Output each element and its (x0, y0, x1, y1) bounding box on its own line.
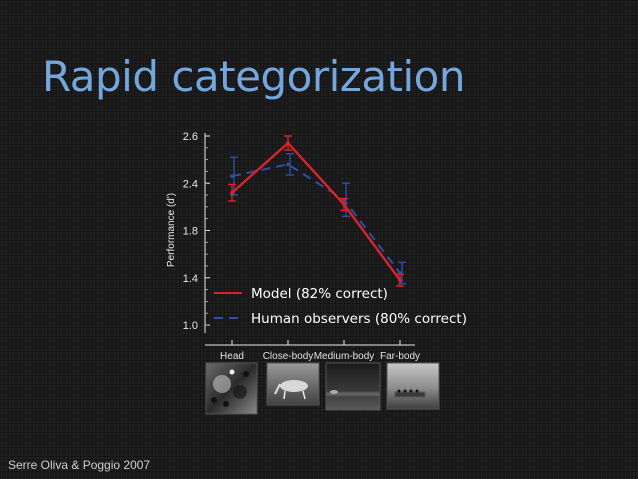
legend-model-label: Model (82% correct) (251, 286, 388, 302)
category-label-0: Head (220, 351, 244, 362)
citation: Serre Oliva & Poggio 2007 (8, 458, 151, 472)
data-point-1 (286, 141, 290, 145)
y-tick-label-0: 1.0 (183, 320, 198, 332)
series-line-model (231, 141, 401, 281)
y-tick-label-4: 2.6 (183, 131, 198, 143)
data-point-3 (398, 278, 402, 282)
data-point-0 (230, 190, 234, 195)
y-tick-label-3: 2.4 (183, 178, 198, 190)
category-label-2: Medium-body (314, 351, 375, 362)
series-human (230, 153, 406, 285)
head-image (205, 362, 258, 415)
close-body-image (266, 362, 320, 406)
category-label-3: Far-body (380, 351, 420, 362)
x-ticks (231, 340, 401, 345)
y-tick-label-2: 1.8 (183, 226, 198, 238)
far-body-image (386, 362, 440, 410)
data-point-0 (230, 174, 234, 178)
stimulus-thumbnails (205, 362, 440, 415)
legend: Model (82% correct) Human observers (80%… (214, 286, 467, 327)
category-label-1: Close-body (263, 351, 314, 362)
series-line-human (231, 163, 401, 274)
data-point-2 (342, 202, 346, 207)
y-axis-label: Performance (d') (166, 193, 177, 267)
legend-human-label: Human observers (80% correct) (251, 311, 467, 327)
category-labels: Head Close-body Medium-body Far-body (220, 351, 420, 362)
series-model (228, 135, 404, 287)
y-tick-label-1: 1.4 (183, 273, 198, 285)
medium-body-image (325, 362, 381, 411)
y-ticks: 1.0 1.4 1.8 2.4 2.6 (183, 131, 210, 332)
data-point-1 (286, 162, 290, 167)
slide-title: Rapid categorization (42, 52, 466, 101)
series-layer (228, 135, 406, 287)
